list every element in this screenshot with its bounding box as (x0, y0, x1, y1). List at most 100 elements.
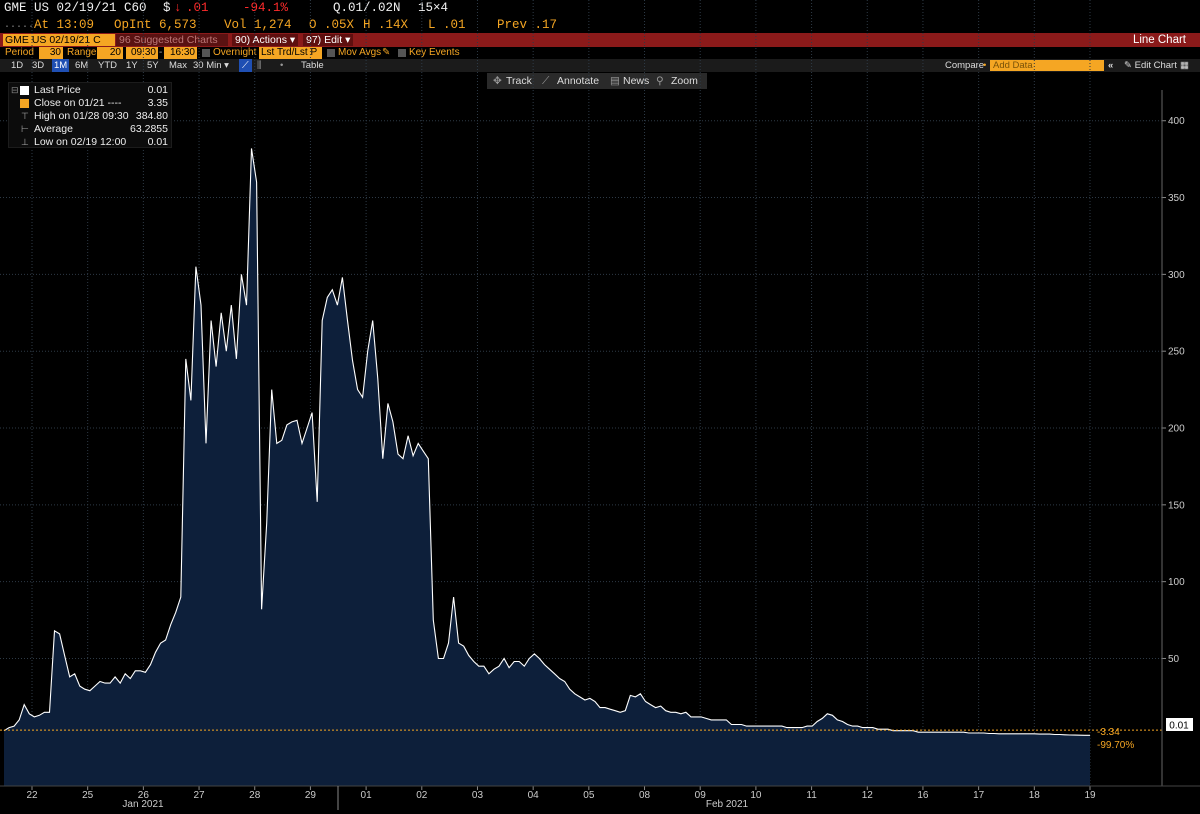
ellipsis-icon: ..... (4, 20, 35, 31)
price-area (4, 148, 1090, 786)
at-time: At 13:09 (34, 18, 95, 32)
line-chart-type-icon[interactable]: ⟋ (239, 59, 252, 72)
legend-label: Average (34, 123, 73, 135)
legend-label: Close on 01/21 ---- (34, 97, 122, 109)
y-tick-label: 300 (1168, 270, 1185, 281)
security-input[interactable]: GME US 02/19/21 C (3, 34, 115, 46)
range-3d[interactable]: 3D (32, 60, 45, 71)
x-tick-label: 18 (1029, 790, 1041, 801)
annotate-icon: ⟋ (542, 75, 550, 87)
bar-chart-type-icon[interactable]: ⫼ (257, 60, 262, 71)
range-5y[interactable]: 5Y (147, 60, 159, 71)
range-max[interactable]: Max (169, 60, 187, 71)
legend-label: Last Price (34, 84, 81, 96)
compare-dropdown[interactable]: Compare (945, 60, 985, 71)
mov-avgs-checkbox[interactable] (327, 49, 335, 57)
zoom-icon: ⚲ (656, 75, 664, 87)
legend-low[interactable]: ⊥ Low on 02/19 12:00 0.01 (9, 136, 173, 149)
overnight-label: Overnight (213, 47, 257, 58)
range-6m[interactable]: 6M (75, 60, 89, 71)
legend-close[interactable]: Close on 01/21 ---- 3.35 (9, 97, 173, 110)
actions-menu[interactable]: 90) Actions ▾ (232, 34, 299, 46)
currency: $ (163, 1, 171, 15)
key-events-checkbox[interactable] (398, 49, 406, 57)
volume: Vol 1,274 (224, 18, 292, 32)
x-tick-label: 03 (472, 790, 484, 801)
legend-high[interactable]: ⊤ High on 01/28 09:30 384.80 (9, 110, 173, 123)
average-marker-icon: ⊢ (21, 124, 29, 134)
news-button[interactable]: News (623, 75, 650, 87)
x-tick-label: 28 (249, 790, 261, 801)
x-tick-label: 01 (361, 790, 373, 801)
last-value-tag (1166, 718, 1193, 731)
last-price: .01 (186, 1, 209, 15)
range-1y[interactable]: 1Y (126, 60, 138, 71)
overnight-checkbox[interactable] (202, 49, 210, 57)
x-tick-label: 11 (806, 790, 817, 801)
bid-ask-size: 15×4 (418, 1, 449, 15)
percent-change: -94.1% (243, 1, 289, 15)
time-separator: - (159, 47, 163, 58)
edit-menu[interactable]: 97) Edit ▾ (303, 34, 354, 46)
x-tick-label: 22 (26, 790, 38, 801)
track-icon: ✥ (493, 75, 502, 87)
interval-dropdown[interactable]: 30 Min ▾ (193, 60, 229, 71)
edit-chart-button[interactable]: ✎ Edit Chart (1124, 60, 1177, 71)
key-events-label: Key Events (409, 47, 460, 58)
legend-last-price[interactable]: ⊟ Last Price 0.01 (9, 84, 173, 97)
range-label: Range (67, 47, 97, 58)
y-tick-label: 400 (1168, 116, 1185, 127)
zoom-button[interactable]: Zoom (671, 75, 698, 87)
expand-icon[interactable]: ⊟ (11, 85, 19, 95)
x-tick-label: 16 (917, 790, 929, 801)
x-tick-label: 08 (639, 790, 651, 801)
price-line (3, 148, 1090, 736)
period-label: Period (5, 47, 34, 58)
pencil-icon[interactable]: ✎ (382, 47, 391, 58)
x-tick-label: 19 (1084, 790, 1096, 801)
low-marker-icon: ⊥ (21, 137, 29, 147)
table-button[interactable]: Table (301, 60, 324, 71)
legend-value: 0.01 (147, 84, 168, 96)
legend-average[interactable]: ⊢ Average 63.2855 (9, 123, 173, 136)
quote-stats: ..... At 13:09 OpInt 6,573 Vol 1,274 O .… (0, 17, 1200, 33)
open-price: O .05X (309, 18, 355, 32)
x-tick-label: 02 (416, 790, 428, 801)
last-price-swatch (20, 86, 29, 95)
x-tick-label: 29 (305, 790, 317, 801)
mov-avgs-label: Mov Avgs (338, 47, 382, 58)
open-interest: OpInt 6,573 (114, 18, 197, 32)
low-price: L .01 (428, 18, 466, 32)
prev-close: Prev .17 (497, 18, 558, 32)
y-tick-label: 100 (1168, 577, 1185, 588)
track-button[interactable]: Track (506, 75, 532, 87)
legend-value: 3.35 (147, 97, 168, 109)
more-dropdown-icon[interactable]: • (280, 60, 284, 71)
range-ytd[interactable]: YTD (98, 60, 117, 71)
legend-value: 63.2855 (130, 123, 168, 135)
add-data-input[interactable]: Add Data (990, 60, 1104, 71)
collapse-icon[interactable]: « (1108, 60, 1114, 71)
grid-menu-icon[interactable]: ▦ (1180, 60, 1189, 71)
end-time-input[interactable]: 16:30 (164, 47, 197, 59)
legend-label: High on 01/28 09:30 (34, 110, 129, 122)
ref-pct-label: -99.70% (1097, 740, 1134, 751)
range-1m[interactable]: 1M (52, 59, 70, 72)
period-input[interactable]: 30 (39, 47, 63, 59)
range-input[interactable]: 20 (97, 47, 123, 59)
last-value-label: 0.01 (1169, 721, 1189, 732)
month-label-jan: Jan 2021 (122, 799, 164, 810)
x-tick-label: 12 (862, 790, 874, 801)
legend-label: Low on 02/19 12:00 (34, 136, 127, 148)
range-1d[interactable]: 1D (11, 60, 24, 71)
x-tick-label: 10 (750, 790, 762, 801)
x-tick-label: 27 (193, 790, 205, 801)
close-swatch (20, 99, 29, 108)
down-arrow-icon: ↓ (174, 1, 182, 15)
start-time-input[interactable]: 09:30 (126, 47, 158, 59)
last-trade-dropdown[interactable]: Lst Trd/Lst P (259, 47, 322, 59)
y-tick-label: 350 (1168, 193, 1185, 204)
compare-dot-icon: • (983, 60, 987, 71)
range-bar: 1D 3D 1M 6M YTD 1Y 5Y Max 30 Min ▾ ⟋ ⫼ •… (0, 59, 1200, 72)
